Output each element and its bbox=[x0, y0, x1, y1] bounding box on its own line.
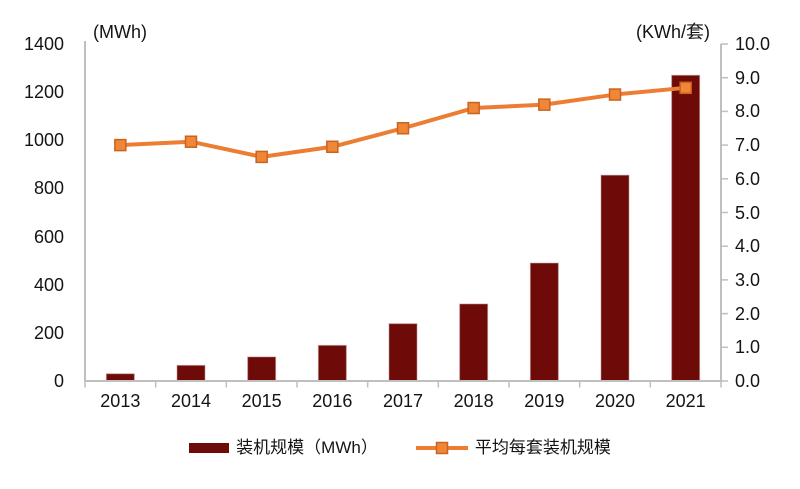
x-axis-tick-label: 2017 bbox=[382, 391, 424, 411]
legend-item-line-series: 平均每套装机规模 bbox=[415, 437, 611, 459]
x-axis-tick-label: 2013 bbox=[100, 391, 141, 411]
x-axis-tick-label: 2020 bbox=[594, 391, 636, 411]
x-axis-tick-label: 2019 bbox=[524, 391, 565, 411]
line-series-swatch bbox=[415, 441, 468, 455]
left-axis-tick-label: 600 bbox=[33, 226, 64, 247]
line-marker-2016 bbox=[326, 140, 339, 154]
line-marker-2019 bbox=[538, 98, 551, 111]
right-axis-tick-label: 9.0 bbox=[735, 67, 761, 88]
bar-2019 bbox=[529, 262, 559, 382]
bar-2015 bbox=[247, 356, 277, 382]
bar-2020 bbox=[600, 174, 630, 382]
bar-2017 bbox=[388, 323, 418, 382]
left-axis-tick-label: 200 bbox=[33, 322, 64, 343]
bar-series-label: 装机规模（MWh） bbox=[236, 438, 378, 457]
line-marker-2013 bbox=[114, 138, 127, 152]
left-axis-tick-label: 1400 bbox=[23, 34, 64, 54]
right-axis-tick-label: 6.0 bbox=[735, 168, 761, 189]
line-marker-2018 bbox=[467, 101, 480, 115]
x-axis-tick-label: 2014 bbox=[170, 391, 212, 411]
x-axis-tick-label: 2018 bbox=[453, 391, 494, 411]
bar-series-swatch bbox=[189, 443, 230, 453]
right-axis-tick-label: 8.0 bbox=[735, 101, 761, 122]
bar-2013 bbox=[105, 373, 135, 382]
left-axis-title: (MWh) bbox=[93, 22, 147, 42]
left-axis-tick-label: 800 bbox=[33, 178, 64, 199]
right-axis-tick-label: 1.0 bbox=[735, 337, 761, 358]
bar-2016 bbox=[317, 344, 347, 382]
right-axis-tick-label: 0.0 bbox=[735, 371, 761, 391]
right-axis-tick-label: 5.0 bbox=[735, 202, 761, 223]
x-axis-tick-label: 2015 bbox=[241, 391, 282, 411]
bar-2014 bbox=[176, 364, 206, 382]
line-marker-2020 bbox=[608, 88, 622, 101]
left-axis-tick-label: 1000 bbox=[23, 130, 64, 151]
legend-item-bar-series: 装机规模（MWh） bbox=[189, 437, 378, 459]
legend: 装机规模（MWh） 平均每套装机规模 bbox=[0, 437, 800, 459]
right-axis-tick-label: 7.0 bbox=[735, 135, 761, 156]
line-marker-2015 bbox=[255, 150, 268, 164]
right-axis-title: (KWh/套) bbox=[636, 22, 710, 42]
line-series-label: 平均每套装机规模 bbox=[474, 438, 611, 457]
right-axis-tick-label: 2.0 bbox=[735, 303, 761, 324]
line-marker-2017 bbox=[396, 122, 410, 135]
left-axis-tick-label: 1200 bbox=[23, 82, 64, 103]
x-axis-tick-label: 2021 bbox=[665, 391, 706, 411]
right-axis-tick-label: 3.0 bbox=[735, 269, 761, 290]
line-marker-2014 bbox=[184, 135, 198, 148]
bar-2018 bbox=[459, 303, 489, 382]
left-axis-tick-label: 0 bbox=[53, 371, 64, 391]
right-axis-tick-label: 4.0 bbox=[735, 236, 761, 257]
bar-2021 bbox=[671, 74, 701, 382]
right-axis-tick-label: 10.0 bbox=[735, 34, 771, 54]
line-marker-2021 bbox=[679, 81, 692, 95]
left-axis-tick-label: 400 bbox=[33, 274, 64, 295]
x-axis-tick-label: 2016 bbox=[312, 391, 353, 411]
